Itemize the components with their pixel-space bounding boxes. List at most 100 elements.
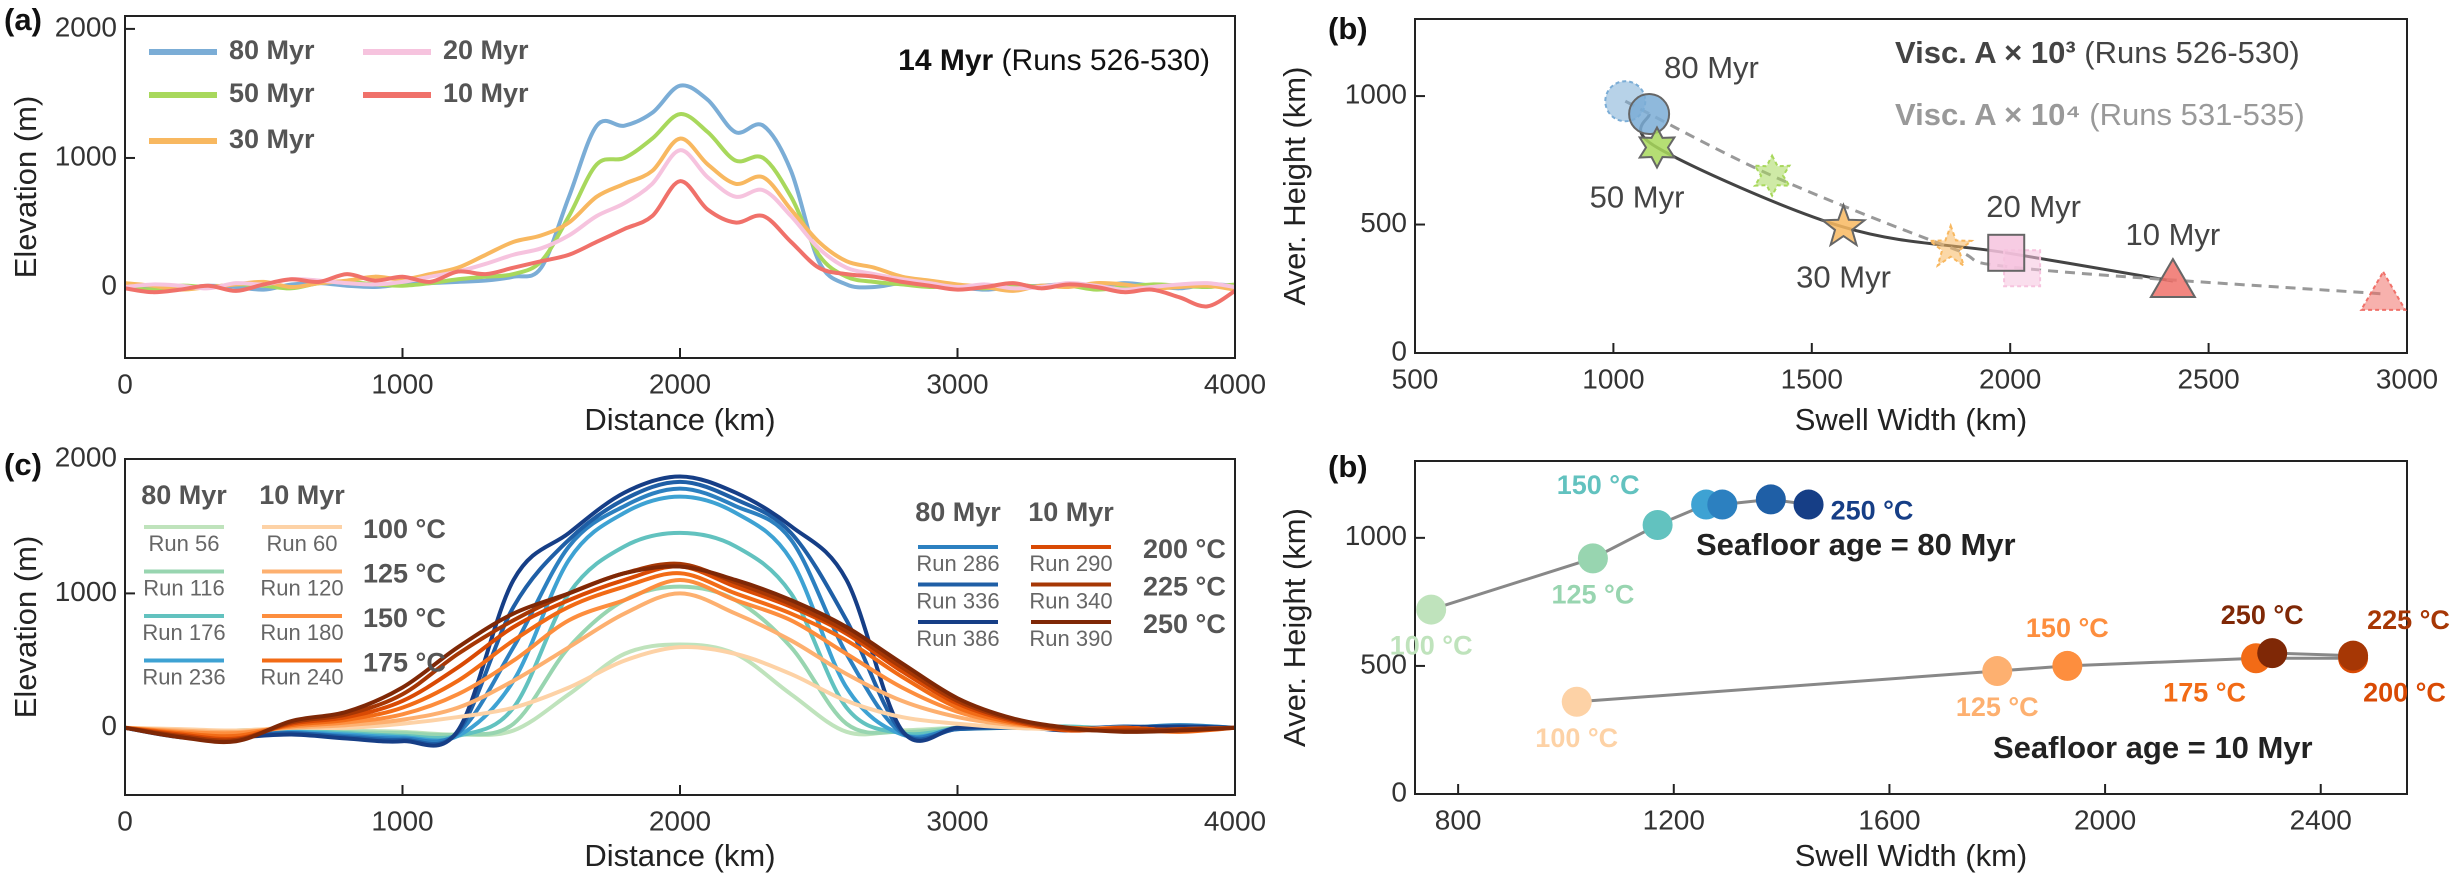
x-tick-label: 1500	[1781, 363, 1843, 394]
legend-label: Run 120	[260, 575, 343, 600]
x-tick-label: 1000	[371, 368, 433, 399]
profile-line	[124, 564, 1236, 745]
marker	[2052, 650, 2083, 681]
marker	[2149, 257, 2197, 299]
y-tick-label: 0	[1391, 776, 1407, 807]
x-tick-label: 3000	[2376, 363, 2438, 394]
y-tick-label: 500	[1360, 648, 1407, 679]
legend-temperature: 150 °C	[363, 603, 446, 633]
y-tick-label: 1000	[1345, 78, 1407, 109]
profile-line	[124, 148, 1236, 292]
point-label: 225 °C	[2367, 605, 2450, 635]
marker	[1926, 222, 1975, 268]
legend-label: 50 Myr	[229, 78, 315, 108]
y-tick-label: 0	[101, 269, 117, 300]
marker	[1561, 686, 1592, 717]
legend-label: Run 386	[916, 626, 999, 651]
x-tick-label: 3000	[926, 805, 988, 836]
legend-label: 20 Myr	[443, 35, 529, 65]
legend-header: 80 Myr	[141, 480, 227, 510]
legend-label: 30 Myr	[229, 124, 315, 154]
point-label: 125 °C	[1956, 692, 2039, 722]
x-tick-label: 1200	[1643, 804, 1705, 835]
legend-temperature: 100 °C	[363, 514, 446, 544]
marker	[1642, 510, 1673, 541]
point-label: 100 °C	[1390, 631, 1473, 661]
y-tick-label: 2000	[55, 441, 117, 472]
x-tick-label: 500	[1392, 363, 1439, 394]
panel-label: (c)	[4, 447, 42, 482]
point-label: 175 °C	[2163, 677, 2246, 707]
y-tick-label: 1000	[55, 576, 117, 607]
x-axis-label: Distance (km)	[584, 838, 775, 873]
legend-entry: Visc. A × 10³ (Runs 526-530)	[1895, 35, 2300, 70]
marker	[2257, 638, 2288, 669]
legend-runs: (Runs 526-530)	[2084, 35, 2299, 70]
marker	[1628, 93, 1671, 136]
point-label: 150 °C	[1557, 470, 1640, 500]
annotation: 14 Myr (Runs 526-530)	[898, 44, 1210, 77]
x-tick-label: 800	[1435, 804, 1482, 835]
legend-label: Run 240	[260, 664, 343, 689]
point-label: 150 °C	[2026, 613, 2109, 643]
legend-runs: (Runs 531-535)	[2089, 97, 2304, 132]
y-tick-label: 0	[101, 710, 117, 741]
point-label: 100 °C	[1535, 723, 1618, 753]
y-tick-label: 1000	[1345, 520, 1407, 551]
plot-frame	[1414, 18, 2408, 354]
x-tick-label: 1600	[1858, 804, 1920, 835]
x-tick-label: 2000	[1979, 363, 2041, 394]
legend-temperature: 225 °C	[1143, 572, 1226, 602]
legend-label: Run 116	[143, 575, 225, 600]
y-tick-label: 500	[1360, 207, 1407, 238]
plot-frame	[124, 15, 1236, 359]
legend-label: Run 286	[916, 551, 999, 576]
marker	[2338, 640, 2369, 671]
point-label: 250 °C	[2221, 600, 2304, 630]
x-tick-label: 4000	[1204, 805, 1266, 836]
trend-line	[1639, 113, 2174, 283]
point-label: 30 Myr	[1796, 259, 1891, 294]
x-tick-label: 2000	[649, 805, 711, 836]
point-label: 200 °C	[2363, 677, 2446, 707]
legend-label: Run 56	[149, 531, 220, 556]
point-label: 20 Myr	[1986, 189, 2081, 224]
y-axis-label: Aver. Height (km)	[1277, 508, 1312, 747]
x-tick-label: 1000	[1582, 363, 1644, 394]
panel-label: (b)	[1328, 449, 1368, 484]
series-label: Seafloor age = 10 Myr	[1993, 730, 2313, 765]
panel-label: (a)	[4, 2, 42, 37]
legend-temperature: 125 °C	[363, 559, 446, 589]
legend-label: Run 390	[1029, 626, 1112, 651]
marker	[1819, 202, 1868, 248]
y-axis-label: Aver. Height (km)	[1277, 67, 1312, 306]
trend-line	[1624, 99, 2384, 296]
legend-entry: Visc. A × 10⁴ (Runs 531-535)	[1895, 97, 2305, 132]
y-axis-label: Elevation (m)	[8, 96, 43, 279]
marker	[1987, 233, 2026, 272]
legend-name: Visc. A × 10³	[1895, 35, 2076, 70]
legend-header: 10 Myr	[1028, 497, 1114, 527]
legend-label: Run 290	[1029, 551, 1112, 576]
x-tick-label: 2000	[649, 368, 711, 399]
legend-name: Visc. A × 10⁴	[1895, 97, 2081, 132]
marker	[2359, 269, 2407, 311]
point-label: 10 Myr	[2126, 217, 2221, 252]
marker	[1577, 543, 1608, 574]
point-label: 80 Myr	[1664, 50, 1759, 85]
x-tick-label: 1000	[371, 805, 433, 836]
legend-label: Run 180	[260, 620, 343, 645]
y-tick-label: 1000	[55, 140, 117, 171]
point-label: 250 °C	[1831, 496, 1914, 526]
legend-label: Run 340	[1029, 588, 1112, 613]
x-tick-label: 0	[117, 368, 133, 399]
x-tick-label: 0	[117, 805, 133, 836]
legend-label: 10 Myr	[443, 78, 529, 108]
marker	[1637, 125, 1677, 170]
marker	[1793, 489, 1824, 520]
marker	[1752, 153, 1792, 198]
annotation-text: (Runs 526-530)	[1002, 44, 1210, 77]
x-tick-label: 3000	[926, 368, 988, 399]
